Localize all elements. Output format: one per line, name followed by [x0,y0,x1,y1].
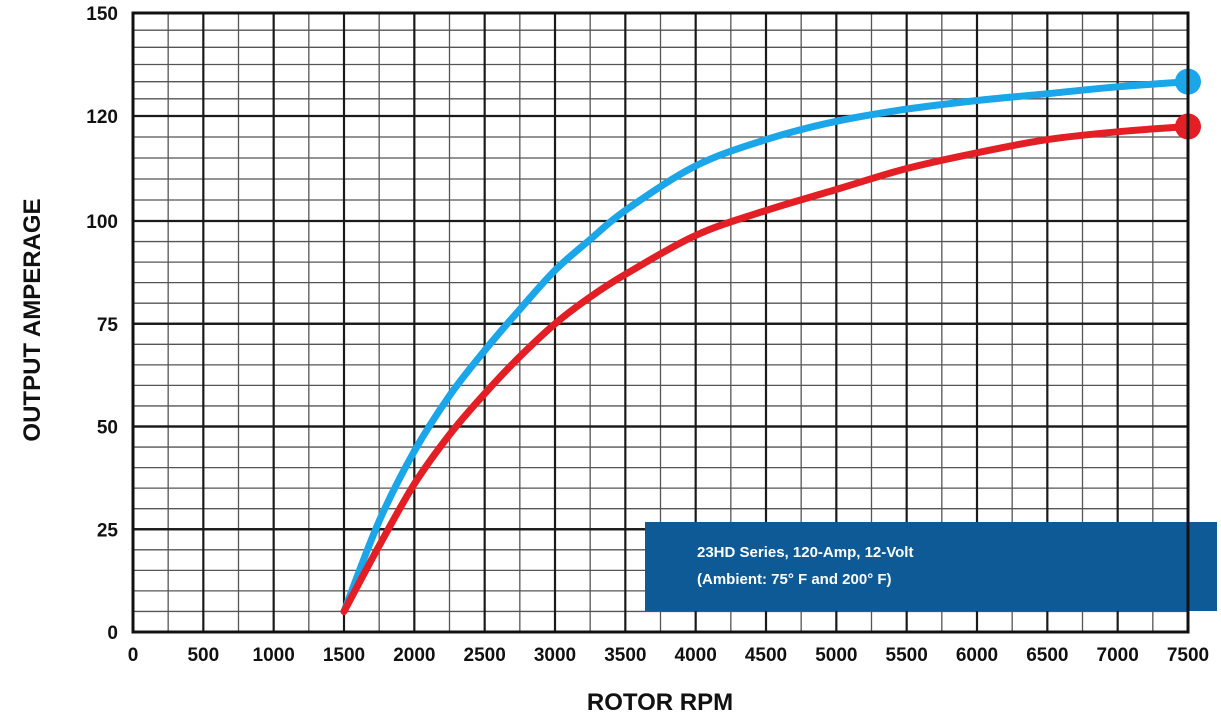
plot-frame [131,11,1190,634]
x-axis-label: ROTOR RPM [587,689,733,716]
x-tick-label: 6000 [956,645,998,666]
y-tick-label: 25 [97,520,119,541]
y-tick-label: 120 [86,107,118,128]
y-axis-label: OUTPUT AMPERAGE [19,198,46,441]
x-axis-ticks: 0 500 1000 1500 2000 2500 3000 3500 4000 4500 5000… [128,645,1209,666]
y-tick-label: 0 [107,623,118,644]
x-tick-label: 5500 [886,645,928,666]
x-tick-label: 7500 [1167,645,1209,666]
grid-major [133,13,1188,632]
x-tick-label: 0 [128,645,139,666]
x-tick-label: 7000 [1097,645,1139,666]
series-line-2 [340,123,1192,615]
x-tick-label: 5000 [815,645,857,666]
annotation-box [645,522,1217,611]
y-tick-label: 75 [97,315,119,336]
x-tick-label: 500 [187,645,219,666]
annotation-line-1: 23HD Series, 120-Amp, 12-Volt [697,544,913,561]
x-tick-label: 2500 [464,645,506,666]
x-tick-label: 2000 [393,645,435,666]
x-tick-label: 1000 [253,645,295,666]
x-tick-label: 3000 [534,645,576,666]
legend-annotation: 23HD Series, 120-Amp, 12-Volt (Ambient: … [645,522,1217,611]
series-line-1 [340,78,1192,615]
x-tick-label: 6500 [1026,645,1068,666]
x-tick-label: 3500 [604,645,646,666]
x-tick-label: 4000 [675,645,717,666]
y-axis-ticks: 0 25 50 75 100 120 150 [86,4,118,644]
x-tick-label: 4500 [745,645,787,666]
annotation-line-2: (Ambient: 75° F and 200° F) [697,571,892,588]
y-tick-label: 150 [86,4,118,25]
y-tick-label: 50 [97,418,118,439]
x-tick-label: 1500 [323,645,365,666]
y-tick-label: 100 [86,212,118,233]
